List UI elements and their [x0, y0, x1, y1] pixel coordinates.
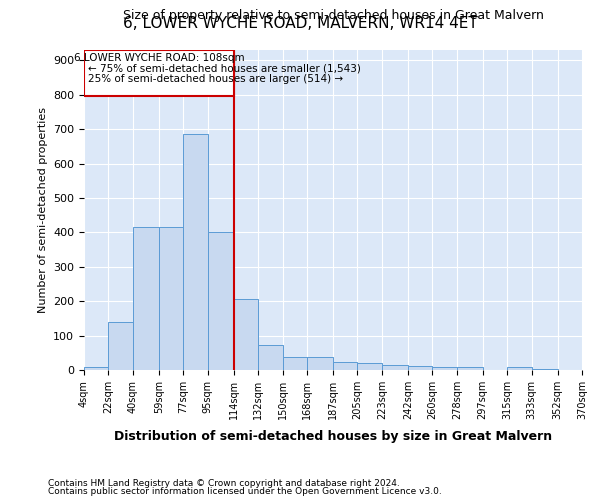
Y-axis label: Number of semi-detached properties: Number of semi-detached properties — [38, 107, 47, 313]
Text: ← 75% of semi-detached houses are smaller (1,543): ← 75% of semi-detached houses are smalle… — [88, 64, 361, 74]
Bar — [208, 232, 233, 370]
Title: Size of property relative to semi-detached houses in Great Malvern: Size of property relative to semi-detach… — [122, 10, 544, 22]
Bar — [283, 358, 307, 370]
Text: 6 LOWER WYCHE ROAD: 108sqm: 6 LOWER WYCHE ROAD: 108sqm — [74, 52, 244, 62]
Text: Contains HM Land Registry data © Crown copyright and database right 2024.: Contains HM Land Registry data © Crown c… — [48, 478, 400, 488]
Bar — [133, 227, 159, 370]
Bar — [433, 366, 457, 370]
Bar — [109, 322, 133, 370]
Bar — [507, 366, 532, 370]
Bar — [84, 367, 109, 370]
Bar — [358, 363, 382, 370]
Text: 25% of semi-detached houses are larger (514) →: 25% of semi-detached houses are larger (… — [88, 74, 343, 84]
X-axis label: Distribution of semi-detached houses by size in Great Malvern: Distribution of semi-detached houses by … — [114, 430, 552, 443]
Bar — [382, 365, 408, 370]
Bar — [159, 227, 184, 370]
Bar — [233, 300, 258, 370]
Text: Contains public sector information licensed under the Open Government Licence v3: Contains public sector information licen… — [48, 487, 442, 496]
Bar — [532, 369, 557, 370]
Bar — [457, 367, 482, 370]
Bar — [184, 134, 208, 370]
Bar — [333, 362, 358, 370]
Bar — [307, 358, 333, 370]
Bar — [258, 345, 283, 370]
Text: 6, LOWER WYCHE ROAD, MALVERN, WR14 4ET: 6, LOWER WYCHE ROAD, MALVERN, WR14 4ET — [122, 16, 478, 31]
FancyBboxPatch shape — [84, 50, 233, 96]
Bar — [408, 366, 433, 370]
